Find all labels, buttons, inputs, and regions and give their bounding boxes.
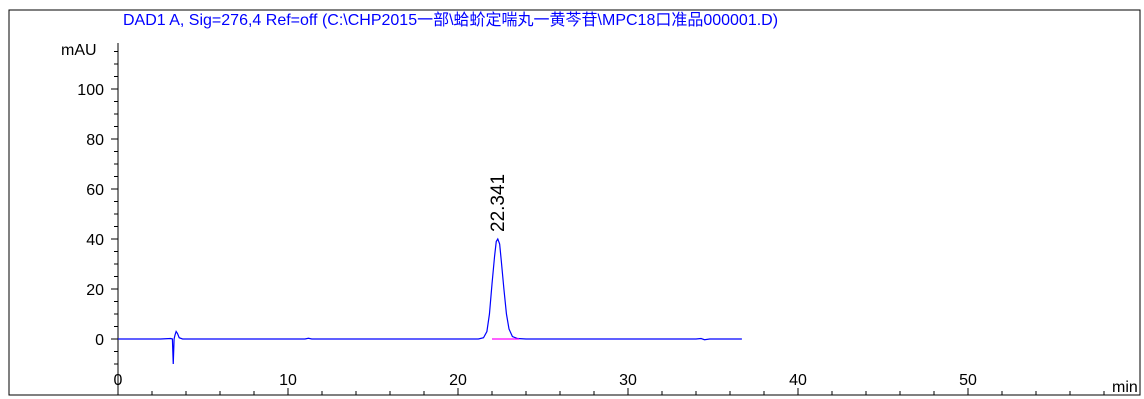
x-tick-label: 50: [959, 372, 977, 389]
signal-trace: [118, 237, 742, 365]
y-tick-label: 60: [86, 182, 104, 199]
x-tick-label: 40: [789, 372, 807, 389]
plot-frame: [8, 9, 1141, 396]
y-tick-label: 20: [86, 282, 104, 299]
y-axis-label: mAU: [61, 42, 97, 59]
tick-labels: 0 20 40 60 80 100 0 10 20 30 40 50: [77, 82, 977, 389]
chart-title: DAD1 A, Sig=276,4 Ref=off (C:\CHP2015一部\…: [123, 11, 778, 29]
series-layer: [118, 237, 742, 365]
tick-marks: [111, 51, 1105, 395]
y-tick-label: 40: [86, 232, 104, 249]
y-tick-label: 100: [77, 82, 104, 99]
x-tick-label: 20: [449, 372, 467, 389]
y-tick-label: 80: [86, 132, 104, 149]
peak-annotations: 22.341: [488, 174, 509, 232]
x-tick-label: 30: [619, 372, 637, 389]
x-tick-label: 10: [279, 372, 297, 389]
y-tick-label: 0: [95, 332, 104, 349]
x-axis-label: min: [1112, 379, 1138, 396]
peak-label: 22.341: [488, 174, 509, 232]
x-tick-label: 0: [114, 372, 123, 389]
